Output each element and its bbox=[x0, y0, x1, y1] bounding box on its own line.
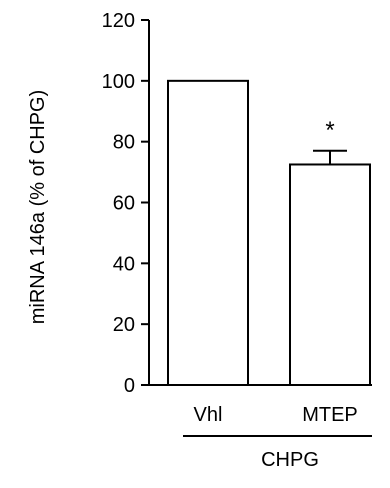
y-tick-label-80: 80 bbox=[113, 132, 135, 154]
bar-mtep bbox=[289, 163, 371, 386]
bar-layer bbox=[167, 79, 371, 386]
significance-marker: * bbox=[325, 117, 334, 144]
y-tick-label-0: 0 bbox=[124, 375, 135, 397]
y-tick-label-100: 100 bbox=[102, 71, 135, 93]
x-tick-label-vhl: Vhl bbox=[194, 404, 223, 426]
bar-vhl bbox=[167, 79, 249, 386]
label-layer: miRNA 146a (% of CHPG) Vhl MTEP * CHPG bbox=[27, 90, 358, 471]
group-label: CHPG bbox=[261, 449, 319, 471]
axis-layer: 0 20 40 60 80 100 120 bbox=[102, 10, 372, 437]
y-tick-label-60: 60 bbox=[113, 193, 135, 215]
y-tick-label-20: 20 bbox=[113, 314, 135, 336]
y-tick-label-40: 40 bbox=[113, 253, 135, 275]
x-tick-label-mtep: MTEP bbox=[302, 404, 358, 426]
y-axis-title: miRNA 146a (% of CHPG) bbox=[27, 90, 49, 325]
y-tick-label-120: 120 bbox=[102, 10, 135, 32]
